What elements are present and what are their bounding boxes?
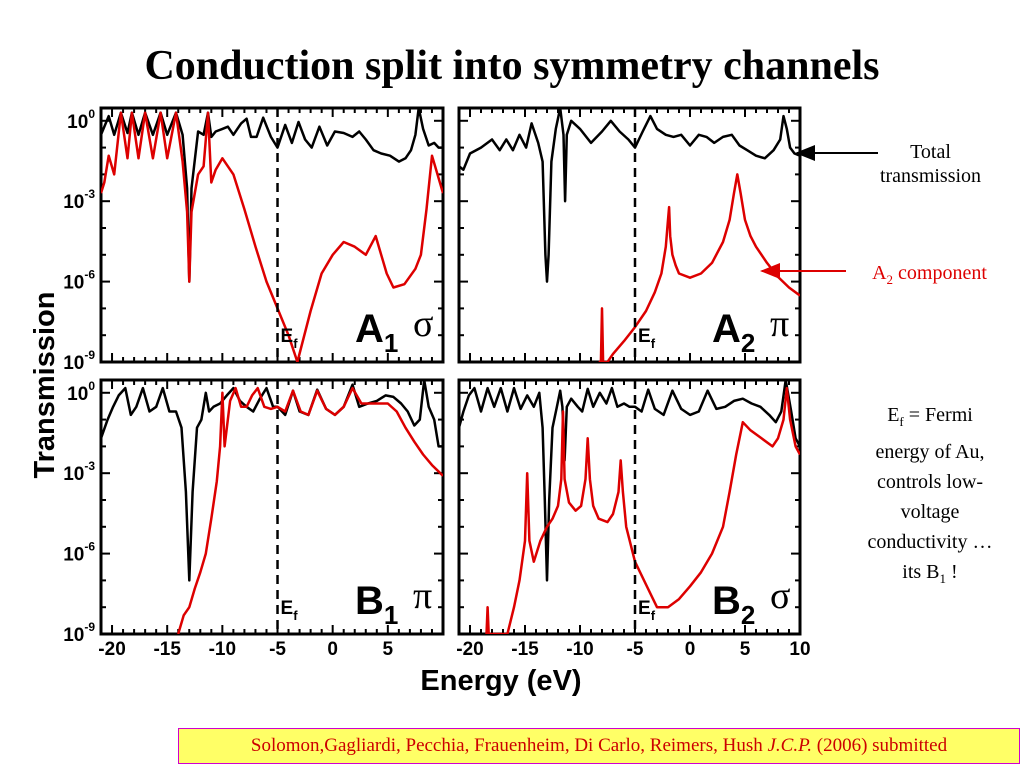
fermi-note-line2: energy of Au, (875, 441, 985, 463)
component-transmission-line (101, 111, 443, 362)
x-tick-label: -20 (98, 639, 125, 660)
component-transmission-line (177, 386, 443, 634)
total-transmission-line (101, 380, 443, 582)
panel-a1: Ef A1 σ 100 10-3 10-6 10-9 (63, 106, 445, 374)
y-tick-label: 10-6 (63, 540, 95, 566)
panel-series-group (101, 108, 443, 362)
symmetry-label: B2 (712, 579, 755, 630)
fermi-note-line6a: its B (902, 561, 940, 583)
x-tick-label: 10 (789, 639, 810, 660)
fermi-note-line5: conductivity … (867, 531, 993, 553)
x-axis-title: Energy (eV) (420, 665, 581, 697)
fermi-note-line1: = Fermi (903, 404, 973, 426)
panel-frame (99, 106, 445, 364)
total-transmission-line (459, 380, 800, 582)
x-tick-label: 5 (383, 639, 394, 660)
x-tick-label: 5 (740, 639, 751, 660)
citation-journal: J.C.P. (767, 735, 812, 756)
x-tick-label: -5 (269, 639, 286, 660)
panel-a2: Ef A2 π (457, 106, 802, 364)
total-transmission-note: Total transmission (858, 140, 1003, 188)
x-tick-label: -20 (456, 639, 483, 660)
symmetry-greek-label: σ (770, 575, 790, 617)
citation-rest: (2006) submitted (812, 735, 948, 756)
x-tick-label: 0 (685, 639, 696, 660)
x-tick-label: -15 (511, 639, 539, 660)
fermi-note-line4: voltage (900, 501, 960, 523)
panel-frame (457, 106, 802, 364)
a2-note-base: A (872, 262, 887, 284)
symmetry-label: B1 (355, 579, 398, 630)
y-tick-label: 10-3 (63, 459, 95, 485)
x-tick-label: 0 (327, 639, 338, 660)
citation-authors: Solomon,Gagliardi, Pecchia, Frauenheim, … (250, 735, 768, 756)
component-transmission-line (485, 386, 800, 634)
panel-frame (457, 378, 802, 636)
y-tick-label: 10-6 (63, 268, 95, 294)
fermi-label: Ef (281, 598, 299, 623)
fermi-note-line3: controls low- (876, 471, 984, 493)
a2-note-sub: 2 (886, 272, 894, 287)
fermi-note: Ef = Fermi energy of Au, controls low- v… (840, 400, 1020, 594)
y-tick-label: 10-9 (63, 348, 95, 374)
fermi-label: Ef (281, 326, 299, 351)
a2-component-note: A2 component (852, 261, 1007, 292)
panel-series-group (101, 380, 443, 634)
total-transmission-line (101, 108, 443, 283)
total-note-line2: transmission (879, 165, 982, 187)
panel-b2: Ef B2 σ (457, 378, 802, 636)
component-transmission-line (598, 173, 800, 362)
panel-frame (99, 378, 445, 636)
y-tick-label: 10-9 (63, 620, 95, 646)
symmetry-label: A2 (712, 307, 755, 358)
y-axis-title: Transmission (29, 292, 61, 479)
symmetry-greek-label: π (770, 303, 789, 345)
y-tick-label: 100 (67, 107, 95, 133)
x-tick-label: -10 (209, 639, 236, 660)
symmetry-label: A1 (355, 307, 398, 358)
fermi-note-e: E (887, 404, 900, 426)
a2-note-rest: component (893, 262, 987, 284)
slide-title: Conduction split into symmetry channels (144, 43, 880, 90)
fermi-label: Ef (638, 598, 656, 623)
x-tick-label: -10 (566, 639, 593, 660)
symmetry-greek-label: π (413, 575, 432, 617)
symmetry-greek-label: σ (413, 303, 433, 345)
total-note-line1: Total (910, 141, 951, 163)
fermi-note-line6b: ! (946, 561, 958, 583)
panel-b1: Ef B1 π 100 10-3 10-6 10-9 (63, 378, 445, 646)
total-transmission-line (459, 108, 800, 283)
panel-series-group (459, 380, 800, 634)
y-tick-label: 10-3 (63, 187, 95, 213)
fermi-label: Ef (638, 326, 656, 351)
x-tick-label: -5 (627, 639, 644, 660)
fermi-note-sub: f (899, 414, 904, 429)
fermi-note-line6-sub: 1 (939, 571, 947, 586)
citation-box: Solomon,Gagliardi, Pecchia, Frauenheim, … (178, 728, 1020, 764)
panel-series-group (459, 108, 800, 362)
y-tick-label: 100 (67, 379, 95, 405)
x-tick-label: -15 (153, 639, 181, 660)
